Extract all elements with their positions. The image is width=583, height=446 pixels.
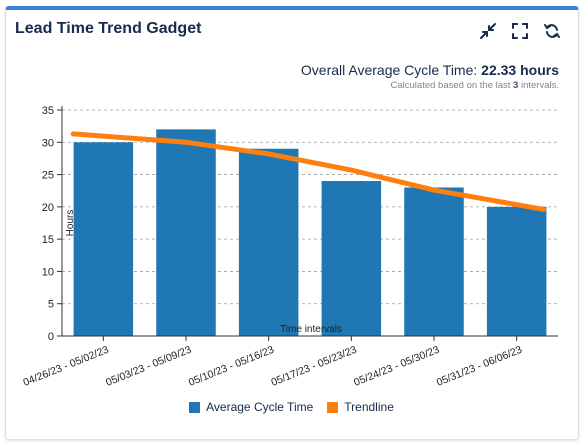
y-tick-label: 30	[42, 137, 54, 149]
x-tick-label: 05/24/23 - 05/30/23	[352, 344, 441, 389]
legend-swatch-bars	[189, 401, 201, 413]
x-tick-label: 05/31/23 - 06/06/23	[435, 344, 524, 389]
gadget-title: Lead Time Trend Gadget	[15, 20, 202, 37]
x-axis-label: Time intervals	[280, 324, 342, 335]
chart-legend: Average Cycle Time Trendline	[0, 400, 583, 414]
lead-time-chart: 0 5 10 15 20 25 30 35 04/26/23 - 05/02/2305/03/2…	[22, 105, 558, 389]
bar	[321, 181, 382, 336]
y-tick-label: 20	[42, 202, 54, 214]
y-tick-label: 25	[42, 170, 54, 182]
x-tick-label: 05/10/23 - 05/16/23	[187, 344, 276, 389]
bar	[156, 129, 216, 336]
y-axis-label: Hours	[65, 210, 76, 237]
calc-suffix: intervals.	[520, 80, 559, 91]
summary-label: Overall Average Cycle Time:	[300, 62, 478, 78]
x-tick-label: 04/26/23 - 05/02/23	[22, 344, 111, 389]
legend-item-trendline[interactable]: Trendline	[327, 400, 394, 414]
x-tick-label: 05/17/23 - 05/23/23	[270, 344, 359, 389]
bar	[404, 187, 464, 336]
collapse-icon[interactable]	[477, 20, 499, 42]
calc-prefix: Calculated based on the last	[390, 80, 511, 91]
x-tick-label: 05/03/23 - 05/09/23	[104, 344, 193, 389]
calc-count: 3	[513, 80, 519, 91]
calculation-note: Calculated based on the last 3 intervals…	[391, 80, 559, 91]
bar	[486, 206, 547, 336]
bar	[73, 142, 134, 336]
overall-average-summary: Overall Average Cycle Time: 22.33 hours	[301, 62, 559, 78]
y-tick-label: 0	[48, 331, 54, 343]
y-tick-label: 5	[48, 299, 54, 311]
bar	[238, 148, 299, 336]
legend-swatch-trendline	[327, 401, 339, 413]
trendline-line	[70, 131, 547, 212]
y-tick-label: 10	[42, 266, 54, 278]
summary-value: 22.33 hours	[481, 62, 559, 78]
refresh-icon[interactable]	[541, 20, 563, 42]
y-tick-label: 15	[42, 234, 54, 246]
gadget-toolbar	[477, 20, 563, 42]
legend-label-bars: Average Cycle Time	[206, 400, 314, 414]
y-tick-label: 35	[42, 105, 54, 117]
legend-label-trendline: Trendline	[344, 400, 394, 414]
fullscreen-icon[interactable]	[509, 20, 531, 42]
legend-item-bars[interactable]: Average Cycle Time	[189, 400, 313, 414]
